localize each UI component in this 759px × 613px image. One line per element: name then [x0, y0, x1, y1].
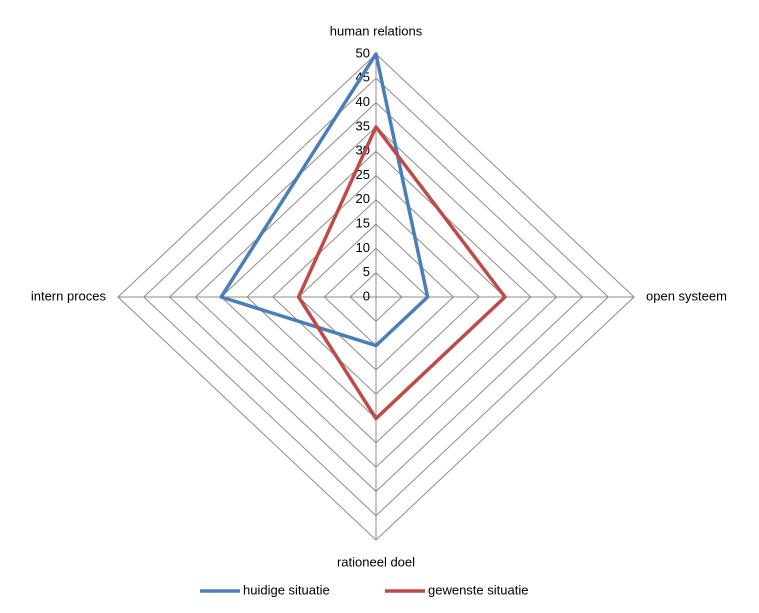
series-line	[296, 125, 507, 421]
y-tick-label: 35	[356, 118, 370, 133]
y-tick-label: 15	[356, 216, 370, 231]
y-tick-label: 10	[356, 240, 370, 255]
category-label: intern proces	[31, 288, 107, 303]
legend-label: gewenste situatie	[428, 582, 528, 597]
legend-label: huidige situatie	[243, 582, 330, 597]
category-label: rationeel doel	[337, 554, 415, 569]
y-tick-label: 5	[363, 264, 370, 279]
y-tick-label: 20	[356, 191, 370, 206]
y-tick-label: 50	[356, 45, 370, 60]
series-line	[219, 52, 430, 348]
y-tick-label: 40	[356, 94, 370, 109]
category-label: open systeem	[646, 288, 727, 303]
category-label: human relations	[330, 23, 423, 38]
y-tick-label: 25	[356, 167, 370, 182]
y-tick-label: 0	[363, 288, 370, 303]
